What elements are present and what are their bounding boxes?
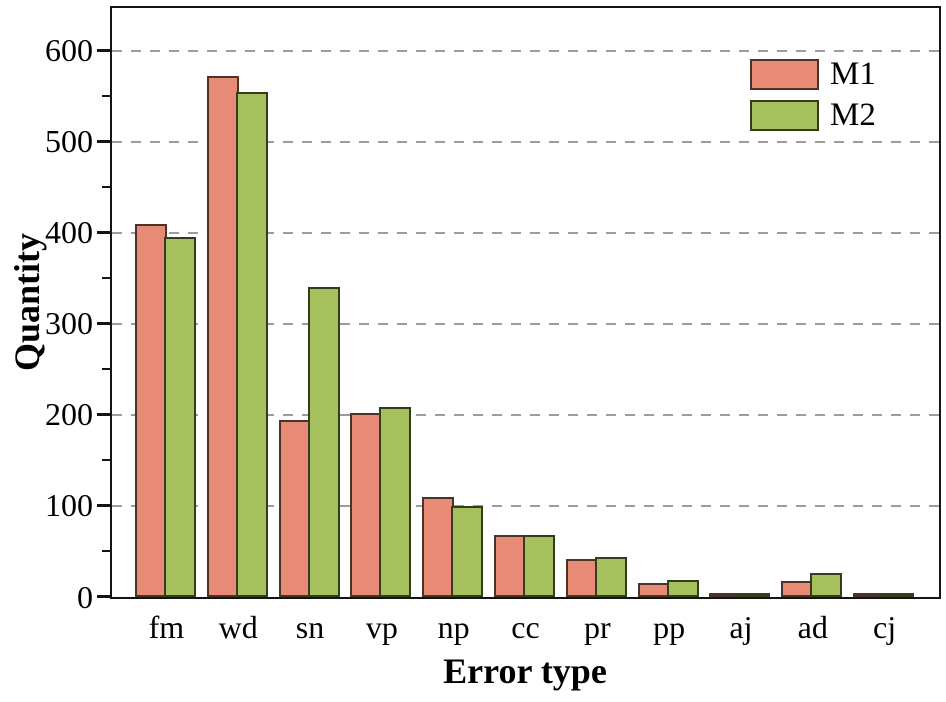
y-minor-tick-550: [102, 94, 110, 98]
y-tick-label-200: 200: [45, 396, 93, 433]
y-minor-tick-250: [102, 367, 110, 371]
bar-m2-pr: [594, 557, 627, 597]
x-axis-title: Error type: [443, 651, 607, 691]
y-major-tick-600: [97, 49, 110, 52]
bar-m2-cc: [523, 535, 555, 597]
bar-m2-wd: [235, 92, 268, 597]
bar-m2-cj: [882, 593, 915, 597]
x-tick-label-cc: cc: [511, 609, 540, 645]
gridline-300: [112, 322, 939, 325]
x-tick-label-vp: vp: [365, 609, 398, 645]
y-tick-label-500: 500: [45, 123, 93, 160]
y-minor-tick-450: [102, 185, 110, 189]
y-tick-label-100: 100: [45, 487, 93, 524]
bar-m1-ad: [781, 581, 814, 597]
bar-m1-cc: [494, 535, 526, 597]
y-minor-tick-350: [102, 276, 110, 280]
legend-label-m1: M1: [830, 56, 876, 92]
bar-m1-fm: [134, 224, 167, 597]
bar-m1-aj: [709, 593, 742, 597]
y-major-tick-100: [97, 504, 110, 507]
legend: M1 M2: [750, 56, 876, 138]
legend-swatch-m2: [750, 99, 819, 131]
bar-m1-cj: [853, 593, 886, 597]
gridline-600: [112, 49, 939, 52]
x-tick-label-sn: sn: [295, 609, 325, 645]
legend-swatch-m1: [750, 58, 819, 90]
y-major-tick-0: [97, 595, 110, 598]
y-minor-tick-150: [102, 458, 110, 462]
bar-m2-sn: [307, 287, 340, 597]
bar-m1-wd: [206, 76, 239, 597]
y-minor-tick-50: [102, 549, 110, 553]
y-tick-label-0: 0: [77, 578, 93, 615]
y-major-tick-500: [97, 140, 110, 143]
bar-m1-pp: [637, 583, 670, 597]
y-major-tick-200: [97, 413, 110, 416]
bar-m2-pp: [666, 580, 699, 597]
y-tick-label-400: 400: [45, 214, 93, 251]
legend-label-m2: M2: [830, 97, 876, 133]
bar-m2-np: [451, 506, 484, 597]
y-tick-label-600: 600: [45, 32, 93, 69]
bar-m1-np: [422, 497, 455, 597]
gridline-100: [112, 504, 939, 507]
x-tick-label-cj: cj: [873, 609, 897, 645]
x-tick-label-wd: wd: [218, 609, 258, 645]
x-tick-label-fm: fm: [148, 609, 185, 645]
y-tick-label-300: 300: [45, 305, 93, 342]
x-tick-label-ad: ad: [797, 609, 828, 645]
y-major-tick-300: [97, 322, 110, 325]
x-tick-label-np: np: [437, 609, 470, 645]
y-major-tick-400: [97, 231, 110, 234]
x-tick-label-pr: pr: [583, 609, 611, 645]
x-tick-label-pp: pp: [653, 609, 686, 645]
gridline-200: [112, 413, 939, 416]
bar-m1-sn: [278, 420, 311, 597]
bar-m1-vp: [350, 413, 383, 597]
y-axis-title: Quantity: [7, 232, 47, 372]
bar-m1-pr: [565, 559, 598, 597]
gridline-400: [112, 231, 939, 234]
legend-entry-m1: M1: [750, 56, 876, 92]
bar-m2-vp: [379, 407, 412, 597]
legend-entry-m2: M2: [750, 97, 876, 133]
gridline-500: [112, 140, 939, 143]
bar-m2-ad: [810, 573, 843, 597]
bar-m2-fm: [163, 237, 196, 597]
bar-m2-aj: [738, 593, 771, 597]
x-tick-label-aj: aj: [729, 609, 753, 645]
